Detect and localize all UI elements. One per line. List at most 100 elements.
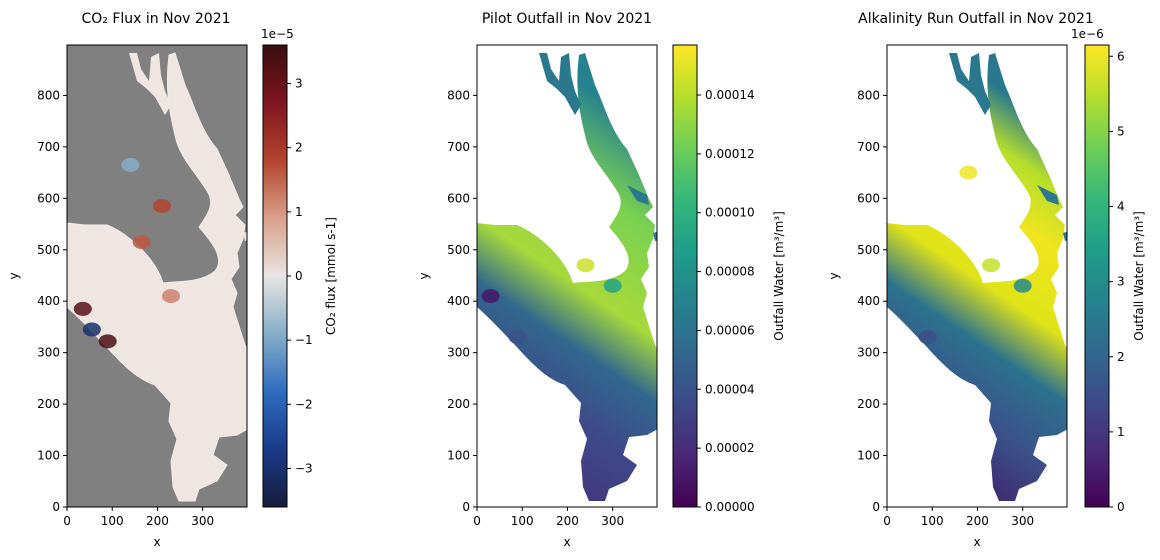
y-tick-label: 300 bbox=[857, 346, 880, 360]
x-tick-label: 0 bbox=[473, 514, 481, 528]
colorbar-tick-label: 0.00006 bbox=[705, 323, 755, 337]
feature-blob bbox=[959, 165, 978, 180]
colorbar-tick-label: 0.00004 bbox=[705, 382, 755, 396]
feature-blob bbox=[152, 199, 171, 214]
feature-blob bbox=[508, 330, 527, 345]
colorbar-tick-label: 3 bbox=[1117, 275, 1125, 289]
y-tick-label: 700 bbox=[37, 140, 60, 154]
panel-title: Pilot Outfall in Nov 2021 bbox=[482, 11, 652, 27]
colorbar-tick-label: 5 bbox=[1117, 124, 1125, 138]
feature-layer bbox=[918, 165, 1032, 345]
x-tick-label: 200 bbox=[556, 514, 579, 528]
y-axis-label: y bbox=[417, 272, 431, 279]
y-tick-label: 100 bbox=[447, 449, 470, 463]
x-tick-label: 300 bbox=[1011, 514, 1034, 528]
colorbar-tick-label: 1 bbox=[295, 205, 303, 219]
x-tick-label: 300 bbox=[191, 514, 214, 528]
feature-layer bbox=[73, 157, 181, 349]
x-axis-label: x bbox=[563, 535, 570, 549]
colorbar-tick-label: −1 bbox=[295, 333, 313, 347]
x-ticks: 0 100 200 300 bbox=[473, 507, 624, 528]
colorbar-tick-label: 4 bbox=[1117, 200, 1125, 214]
colorbar-tick-label: 0.00000 bbox=[705, 500, 755, 514]
feature-blob bbox=[73, 301, 92, 316]
y-tick-label: 500 bbox=[857, 243, 880, 257]
x-ticks: 0 100 200 300 bbox=[63, 507, 214, 528]
feature-blob bbox=[603, 278, 622, 293]
colorbar-tick-label: −3 bbox=[295, 462, 313, 476]
colorbar-offset-text: 1e−6 bbox=[1071, 27, 1104, 41]
y-tick-label: 0 bbox=[872, 500, 880, 514]
feature-blob bbox=[576, 258, 595, 273]
y-tick-label: 400 bbox=[857, 294, 880, 308]
feature-blob bbox=[918, 330, 937, 345]
colorbar-tick-label: 1 bbox=[1117, 425, 1125, 439]
y-ticks: 0 100 200 300 400 500 600 700 800 bbox=[447, 88, 477, 514]
y-tick-label: 600 bbox=[37, 191, 60, 205]
colorbar-tick-label: −2 bbox=[295, 397, 313, 411]
colorbar-tick-label: 0.00014 bbox=[705, 88, 755, 102]
y-tick-label: 300 bbox=[37, 346, 60, 360]
feature-blob bbox=[481, 289, 500, 304]
y-tick-label: 0 bbox=[462, 500, 470, 514]
feature-blob bbox=[121, 157, 140, 172]
x-axis-label: x bbox=[153, 535, 160, 549]
colorbar-tick-label: 2 bbox=[1117, 350, 1125, 364]
x-tick-label: 0 bbox=[63, 514, 71, 528]
y-tick-label: 300 bbox=[447, 346, 470, 360]
colorbar-tick-label: 0 bbox=[295, 269, 303, 283]
x-tick-label: 100 bbox=[101, 514, 124, 528]
y-tick-label: 700 bbox=[857, 140, 880, 154]
panel-pilot-outfall: Pilot Outfall in Nov 2021 bbox=[417, 11, 786, 549]
colorbar-ticks: 0 1 2 3 4 5 6 bbox=[1109, 49, 1125, 514]
colorbar-tick-label: 0.00010 bbox=[705, 206, 755, 220]
colorbar-tick-label: 6 bbox=[1117, 49, 1125, 63]
y-tick-label: 100 bbox=[37, 449, 60, 463]
y-tick-label: 200 bbox=[857, 397, 880, 411]
y-axis-label: y bbox=[827, 272, 841, 279]
panel-co2-flux: CO₂ Flux in Nov 2021 0 100 200 300 0 100 200 3… bbox=[7, 11, 338, 549]
y-tick-label: 500 bbox=[447, 243, 470, 257]
y-tick-label: 800 bbox=[37, 88, 60, 102]
colorbar bbox=[1084, 44, 1110, 508]
panel-alkalinity-outfall: Alkalinity Run Outfall in Nov 2021 bbox=[827, 11, 1146, 549]
feature-blob bbox=[98, 334, 117, 349]
colorbar-tick-label: 3 bbox=[295, 77, 303, 91]
y-tick-label: 800 bbox=[447, 88, 470, 102]
panel-title: Alkalinity Run Outfall in Nov 2021 bbox=[858, 11, 1094, 27]
feature-blob bbox=[82, 322, 101, 337]
colorbar-label: Outfall Water [m³/m³] bbox=[1132, 211, 1146, 341]
x-ticks: 0 100 200 300 bbox=[883, 507, 1034, 528]
y-tick-label: 700 bbox=[447, 140, 470, 154]
feature-blob bbox=[132, 235, 151, 250]
y-tick-label: 100 bbox=[857, 449, 880, 463]
colorbar bbox=[262, 44, 288, 508]
y-tick-label: 800 bbox=[857, 88, 880, 102]
colorbar-offset-text: 1e−5 bbox=[261, 27, 294, 41]
feature-layer bbox=[481, 258, 622, 345]
colorbar-ticks: −3 −2 −1 0 1 2 3 bbox=[287, 77, 313, 476]
colorbar-tick-label: 0.00012 bbox=[705, 147, 755, 161]
colorbar-label: CO₂ flux [mmol s-1] bbox=[324, 217, 338, 335]
x-tick-label: 100 bbox=[511, 514, 534, 528]
y-ticks: 0 100 200 300 400 500 600 700 800 bbox=[857, 88, 887, 514]
x-tick-label: 0 bbox=[883, 514, 891, 528]
y-tick-label: 400 bbox=[447, 294, 470, 308]
colorbar-tick-label: 2 bbox=[295, 141, 303, 155]
colorbar-tick-label: 0.00002 bbox=[705, 441, 755, 455]
x-tick-label: 100 bbox=[921, 514, 944, 528]
y-axis-label: y bbox=[7, 272, 21, 279]
colorbar-tick-label: 0 bbox=[1117, 500, 1125, 514]
y-ticks: 0 100 200 300 400 500 600 700 800 bbox=[37, 88, 67, 514]
x-tick-label: 200 bbox=[146, 514, 169, 528]
y-tick-label: 200 bbox=[37, 397, 60, 411]
feature-blob bbox=[162, 289, 181, 304]
colorbar bbox=[672, 44, 698, 508]
y-tick-label: 400 bbox=[37, 294, 60, 308]
x-axis-label: x bbox=[973, 535, 980, 549]
colorbar-label: Outfall Water [m³/m³] bbox=[772, 211, 786, 341]
x-tick-label: 200 bbox=[966, 514, 989, 528]
feature-blob bbox=[1013, 278, 1032, 293]
colorbar-ticks: 0.00000 0.00002 0.00004 0.00006 0.00008 0.000… bbox=[697, 88, 755, 514]
